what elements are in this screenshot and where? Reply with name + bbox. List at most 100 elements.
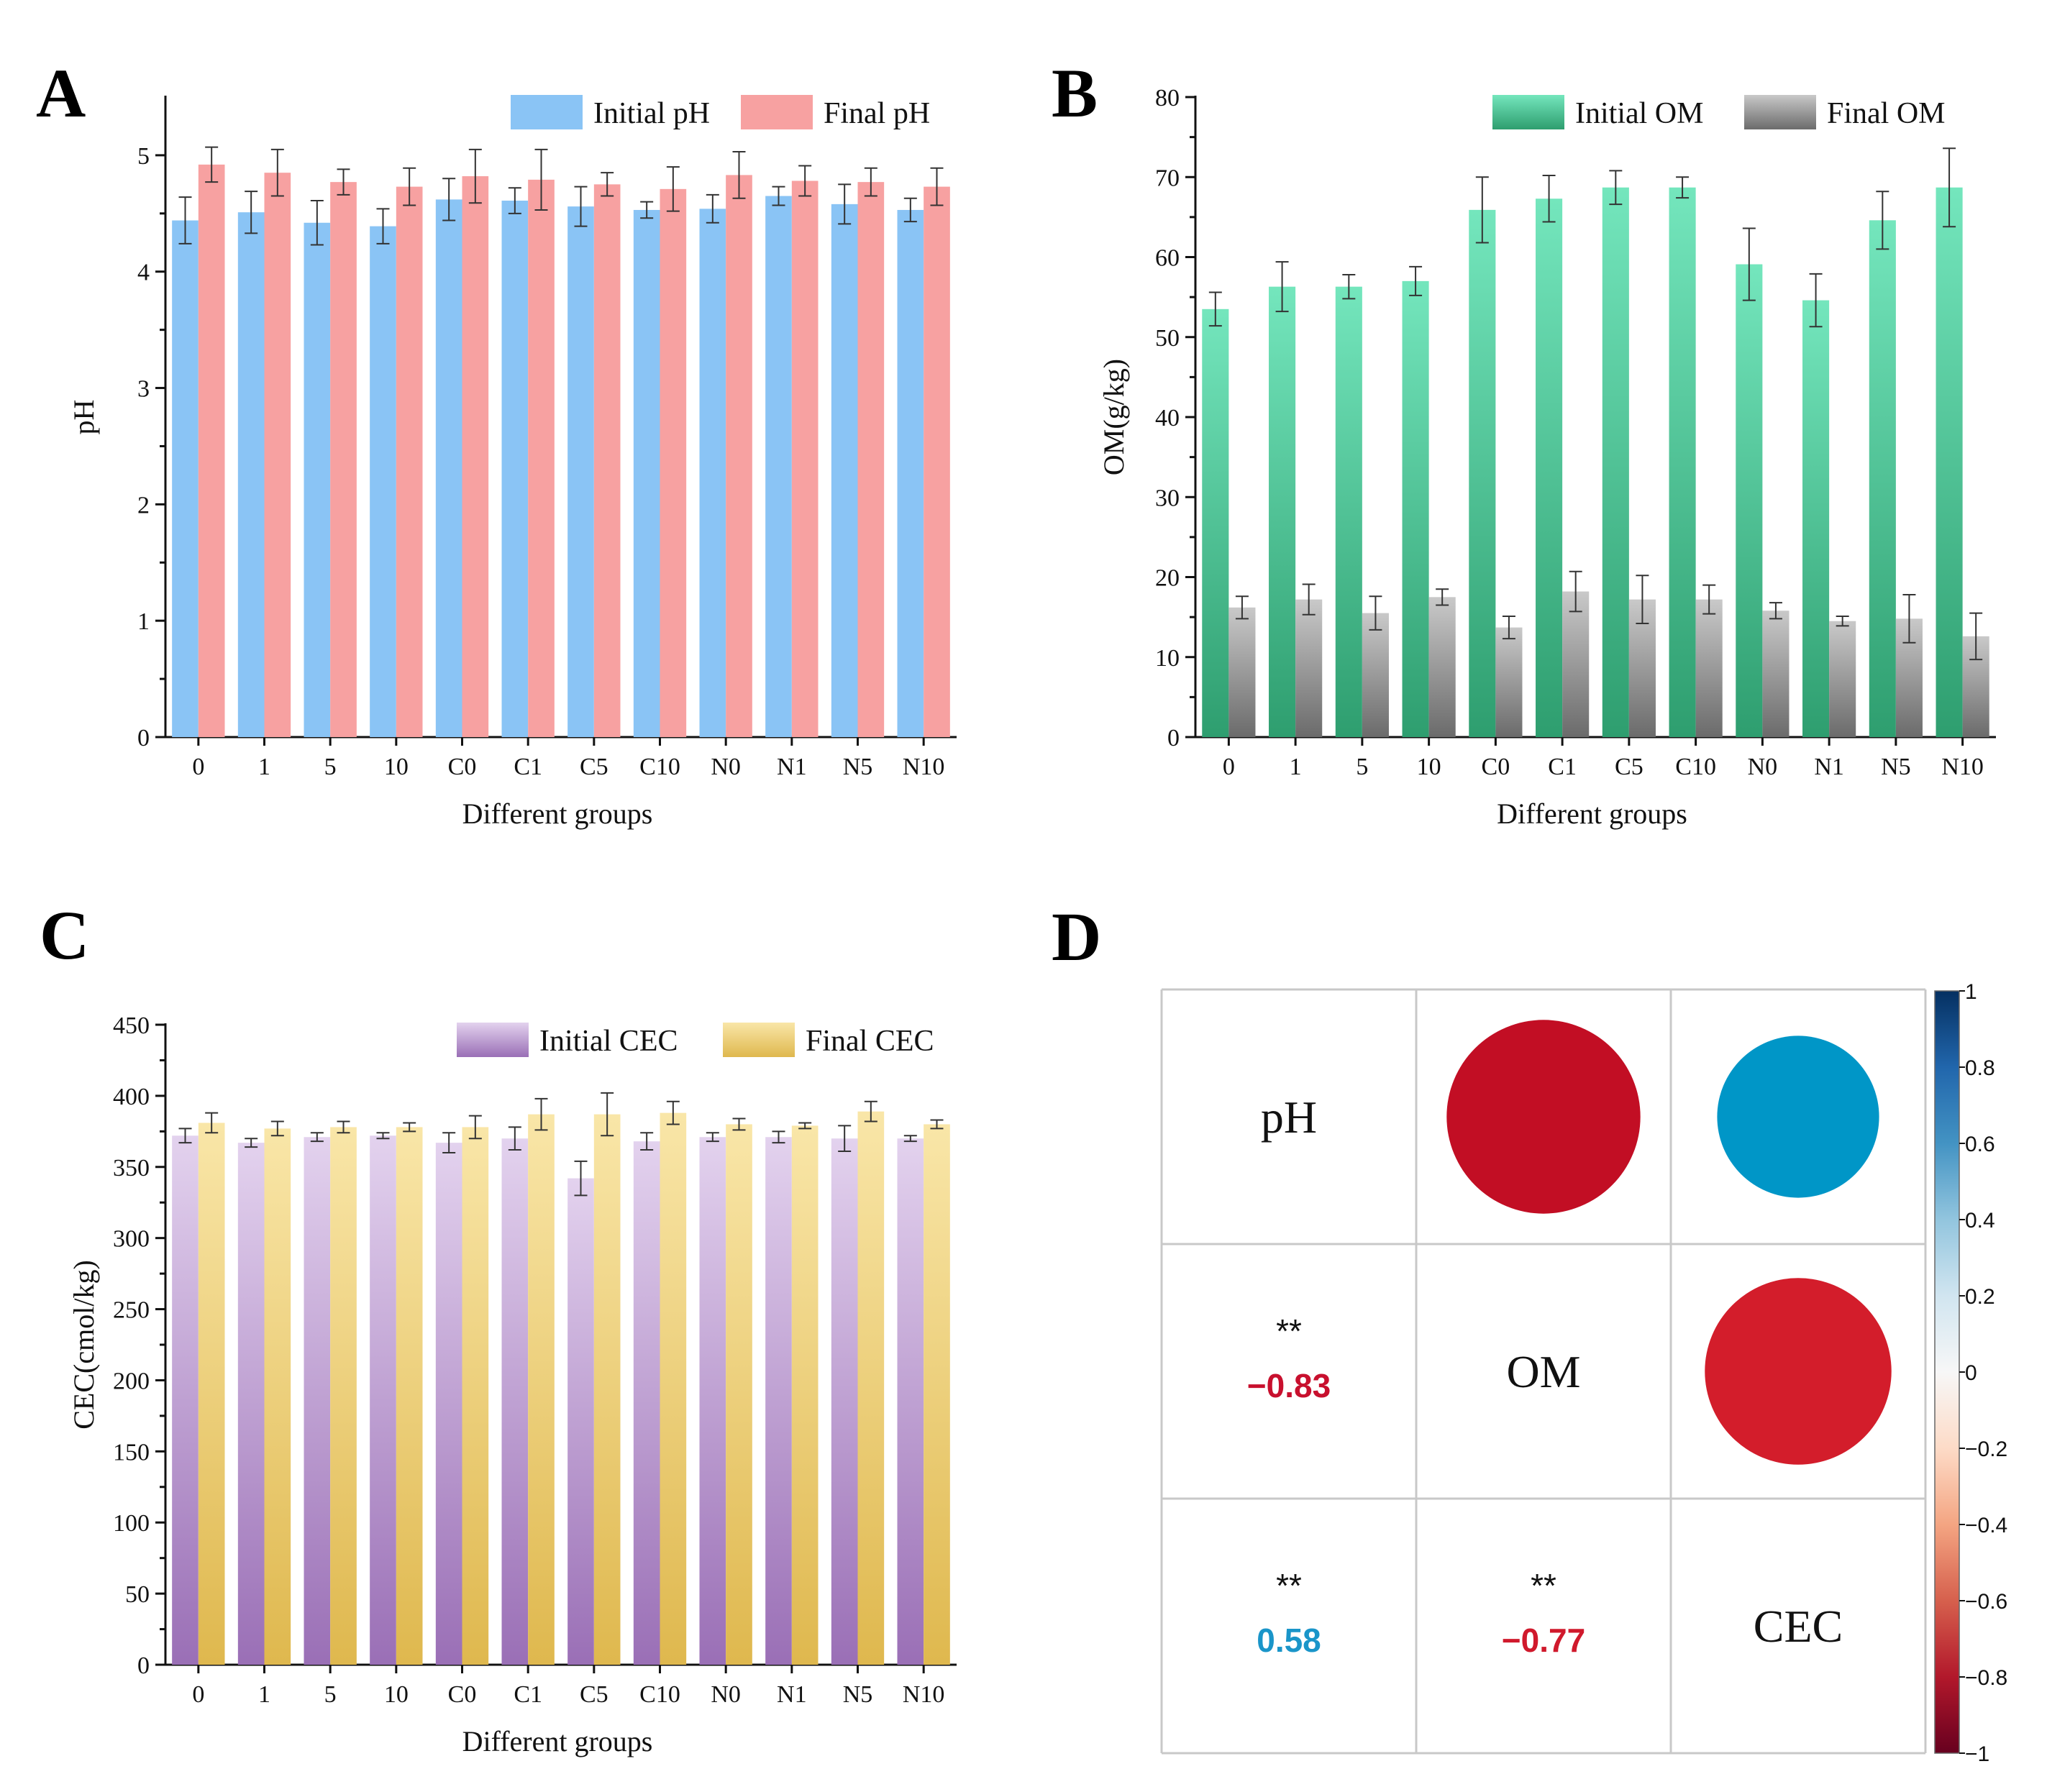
x-tick-label: C10 bbox=[639, 754, 680, 780]
x-tick-label: 10 bbox=[384, 754, 409, 780]
x-tick-label: N5 bbox=[1881, 754, 1911, 780]
bar-final-cec bbox=[330, 1127, 357, 1665]
bar-final-om bbox=[1762, 611, 1790, 737]
bar-final-om bbox=[1695, 599, 1723, 737]
panel-c: C 0 50 100 150 200 250 300 350 400 450 0 1 5 10 C0 C1 C5… bbox=[40, 897, 957, 1757]
bar-initial-ph bbox=[237, 212, 265, 737]
correlation-circle bbox=[1705, 1278, 1892, 1465]
colorbar-tick-label: 0.8 bbox=[1965, 1056, 1995, 1080]
y-tick-label: 400 bbox=[113, 1084, 150, 1110]
bar-final-ph bbox=[528, 179, 555, 737]
bar-initial-ph bbox=[172, 220, 199, 737]
bar-initial-ph bbox=[699, 209, 726, 737]
x-tick-label: 0 bbox=[192, 1681, 204, 1708]
bar-initial-om bbox=[1669, 187, 1696, 737]
legend-label: Final CEC bbox=[806, 1025, 934, 1058]
x-tick-label: N10 bbox=[903, 1681, 945, 1708]
x-tick-label: N1 bbox=[1814, 754, 1844, 780]
panel-letter-b: B bbox=[1052, 55, 1098, 132]
bar-initial-cec bbox=[435, 1143, 462, 1665]
bar-initial-cec bbox=[897, 1138, 924, 1665]
x-axis-title: Different groups bbox=[1497, 797, 1687, 830]
y-tick-label: 0 bbox=[137, 725, 150, 751]
legend-swatch bbox=[741, 95, 813, 129]
variable-label-om: OM bbox=[1506, 1346, 1580, 1397]
colorbar-tick-label: 1 bbox=[1965, 980, 1977, 1004]
bar-final-ph bbox=[791, 180, 819, 737]
bar-initial-cec bbox=[699, 1137, 726, 1665]
panel-letter-d: D bbox=[1052, 898, 1101, 975]
bar-initial-ph bbox=[370, 226, 396, 738]
correlation-circle bbox=[1717, 1036, 1879, 1198]
bar-initial-cec bbox=[172, 1135, 199, 1665]
colorbar-tick-label: 0.4 bbox=[1965, 1209, 1995, 1233]
bar-final-cec bbox=[726, 1124, 752, 1665]
bar-initial-om bbox=[1536, 198, 1563, 738]
y-tick-label: 80 bbox=[1155, 85, 1180, 111]
bar-initial-cec bbox=[831, 1138, 858, 1665]
legend-swatch bbox=[723, 1023, 795, 1057]
bar-final-om bbox=[1428, 597, 1456, 737]
legend-label: Initial pH bbox=[593, 97, 710, 130]
y-tick-label: 50 bbox=[1155, 325, 1180, 352]
bar-initial-ph bbox=[304, 222, 331, 737]
bar-initial-om bbox=[1269, 286, 1296, 738]
y-tick-label: 200 bbox=[113, 1368, 150, 1394]
y-tick-label: 100 bbox=[113, 1510, 150, 1537]
y-tick-label: 40 bbox=[1155, 405, 1180, 431]
x-tick-label: 1 bbox=[1290, 754, 1302, 780]
bar-final-om bbox=[1228, 607, 1256, 737]
y-tick-label: 300 bbox=[113, 1226, 150, 1253]
y-axis-title: OM(g/kg) bbox=[1098, 359, 1130, 475]
x-tick-label: C10 bbox=[1675, 754, 1716, 780]
correlation-circle bbox=[1446, 1020, 1641, 1214]
y-tick-label: 2 bbox=[137, 492, 150, 518]
bar-initial-ph bbox=[831, 204, 858, 737]
y-tick-label: 5 bbox=[137, 143, 150, 170]
y-tick-label: 60 bbox=[1155, 245, 1180, 272]
bar-final-cec bbox=[396, 1127, 423, 1665]
bar-final-ph bbox=[330, 182, 357, 738]
bar-final-cec bbox=[198, 1123, 225, 1665]
bar-initial-om bbox=[1802, 300, 1830, 737]
bar-final-ph bbox=[264, 173, 291, 737]
bar-initial-ph bbox=[897, 209, 924, 737]
panel-b: B 0 10 20 30 40 50 60 70 80 0 1 5 10 C0 C1 C5 C10 N0 N1 N5 N… bbox=[1052, 55, 1996, 830]
panel-d: D pH OM CEC ** −0.83 ** 0.58 ** −0.77 1 0.8 0.6 0.4 0… bbox=[1052, 898, 2007, 1766]
panel-letter-a: A bbox=[36, 55, 86, 132]
bar-initial-cec bbox=[370, 1135, 396, 1665]
correlation-value: −0.83 bbox=[1247, 1367, 1331, 1404]
legend-swatch bbox=[1744, 95, 1816, 129]
bar-initial-cec bbox=[237, 1143, 265, 1665]
correlation-value: −0.77 bbox=[1502, 1622, 1585, 1659]
x-tick-label: N1 bbox=[777, 1681, 807, 1708]
x-tick-label: C0 bbox=[448, 1681, 477, 1708]
colorbar-tick-label: −0.6 bbox=[1965, 1590, 2007, 1614]
x-tick-label: C10 bbox=[639, 1681, 680, 1708]
bar-final-om bbox=[1829, 621, 1856, 737]
x-tick-label: C1 bbox=[1548, 754, 1577, 780]
y-tick-label: 0 bbox=[1167, 725, 1180, 751]
variable-label-ph: pH bbox=[1261, 1092, 1317, 1143]
significance-marker: ** bbox=[1276, 1567, 1302, 1604]
panel-letter-c: C bbox=[40, 897, 89, 974]
x-tick-label: N10 bbox=[903, 754, 945, 780]
bar-final-om bbox=[1495, 627, 1523, 737]
x-tick-label: 5 bbox=[324, 754, 337, 780]
legend-swatch bbox=[457, 1023, 529, 1057]
significance-marker: ** bbox=[1531, 1567, 1556, 1604]
y-axis-title: CEC(cmol/kg) bbox=[68, 1260, 100, 1430]
x-tick-label: N5 bbox=[843, 1681, 873, 1708]
bar-initial-ph bbox=[501, 201, 529, 737]
bar-initial-om bbox=[1602, 187, 1629, 737]
x-tick-label: 10 bbox=[384, 1681, 409, 1708]
y-tick-label: 4 bbox=[137, 260, 150, 286]
bar-initial-cec bbox=[304, 1137, 331, 1665]
bar-initial-om bbox=[1736, 264, 1763, 737]
legend-swatch bbox=[1492, 95, 1564, 129]
x-tick-label: N0 bbox=[1748, 754, 1778, 780]
y-axis-title: pH bbox=[68, 400, 100, 435]
colorbar-tick-label: 0 bbox=[1965, 1361, 1977, 1385]
y-tick-label: 20 bbox=[1155, 565, 1180, 592]
